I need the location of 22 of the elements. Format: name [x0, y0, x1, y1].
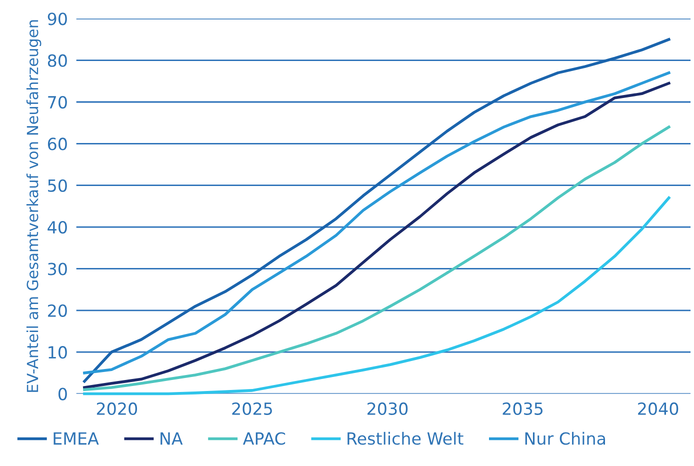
line-series — [83, 196, 670, 396]
x-tick-label: 2035 — [502, 402, 543, 416]
legend-label: NA — [160, 432, 183, 445]
y-tick-label: 10 — [48, 346, 67, 359]
y-axis-title: EV-Anteil am Gesamtverkauf von Neufahrzeugen — [26, 20, 42, 392]
x-tick-label: 2020 — [96, 402, 138, 416]
y-tick-label: 40 — [48, 221, 67, 234]
legend-label: Restliche Welt — [348, 432, 464, 445]
y-tick-label: 60 — [48, 138, 67, 150]
y-tick-label: 20 — [48, 304, 67, 317]
y-tick-label: 0 — [58, 388, 67, 400]
legend-label: EMEA — [54, 432, 99, 445]
y-tick-label: 90 — [48, 12, 67, 26]
y-tick-label: 70 — [48, 96, 67, 109]
legend-label: Nur China — [525, 432, 605, 445]
y-tick-label: 80 — [48, 54, 67, 67]
x-tick-label: 2040 — [638, 402, 678, 416]
x-tick-label: 2030 — [368, 402, 408, 416]
y-tick-label: 50 — [48, 179, 67, 192]
y-tick-label: 30 — [48, 262, 67, 276]
legend-label: APAC — [242, 432, 286, 445]
x-tick-label: 2025 — [232, 402, 272, 416]
